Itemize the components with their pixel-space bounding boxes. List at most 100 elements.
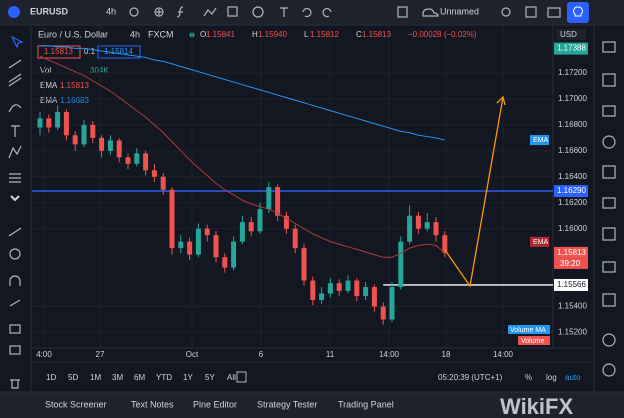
ema-value: 1.16683 — [60, 96, 89, 105]
panel-tab[interactable]: Text Notes — [131, 399, 174, 409]
candle-body — [380, 306, 386, 320]
price-tick-label: 1.16600 — [558, 146, 587, 155]
candle-body — [204, 228, 210, 236]
candle-body — [415, 215, 421, 229]
candle-body — [169, 189, 175, 249]
buy-box[interactable] — [97, 45, 141, 59]
time-label: 4:00 — [36, 350, 52, 359]
countdown: 39:20 — [560, 259, 581, 268]
candle-body — [301, 248, 307, 281]
currency[interactable]: USD — [560, 30, 577, 39]
percent-toggle[interactable]: % — [525, 373, 532, 382]
candle-body — [63, 111, 69, 136]
ohlc-key: C — [356, 30, 362, 39]
left-toolbar — [0, 26, 31, 392]
sell-box[interactable] — [37, 45, 81, 59]
candle-body — [345, 280, 351, 291]
candle-body — [407, 215, 413, 242]
interval[interactable]: 4h — [106, 6, 116, 16]
price-tag-label: 1.15813 — [557, 248, 586, 257]
panel-tab[interactable]: Strategy Tester — [257, 399, 317, 409]
price-tick-label: 1.15400 — [558, 302, 587, 311]
candle-body — [266, 187, 272, 210]
candle-body — [143, 153, 149, 171]
time-label: 11 — [326, 350, 335, 359]
volume-tag — [518, 336, 550, 345]
ema-tag — [530, 236, 549, 247]
candle-body — [336, 283, 342, 291]
widget-icons[interactable] — [602, 41, 616, 377]
right-toolbar — [594, 26, 624, 392]
time-label: 14:00 — [379, 350, 400, 359]
spread: 0.1 — [84, 47, 96, 56]
idea-button[interactable] — [567, 2, 589, 23]
price-tick-label: 1.17200 — [558, 68, 587, 77]
range-button[interactable]: 3M — [112, 373, 123, 382]
ema-tag — [530, 135, 549, 146]
time-label: 27 — [96, 350, 105, 359]
panel-tab[interactable]: Trading Panel — [338, 399, 394, 409]
range-button[interactable]: 6M — [134, 373, 145, 382]
sell-price[interactable]: 1.15813 — [44, 47, 73, 56]
drawing-tools[interactable] — [8, 35, 24, 389]
symbol[interactable]: EURUSD — [30, 6, 69, 16]
ohlc-key: H — [252, 30, 258, 39]
candle-body — [222, 257, 228, 268]
candle-body — [310, 280, 316, 301]
candle-body — [99, 137, 105, 151]
volume-ma-tag — [508, 325, 550, 334]
candle-body — [283, 215, 289, 229]
buy-price[interactable]: 1.15814 — [104, 47, 133, 56]
candle-body — [354, 280, 360, 297]
ohlc-value: 1.15812 — [310, 30, 339, 39]
price-tick-label: 1.16000 — [558, 224, 587, 233]
range-button[interactable]: 5D — [68, 373, 78, 382]
candle-body — [37, 118, 43, 128]
ohlc-value: 1.15813 — [362, 30, 391, 39]
panel-tab[interactable]: Pine Editor — [193, 399, 237, 409]
candle-body — [424, 222, 430, 229]
time-label: Oct — [186, 350, 199, 359]
price-tag-label: 1.16290 — [557, 186, 586, 195]
range-button[interactable]: YTD — [156, 373, 172, 382]
time-label: 6 — [259, 350, 264, 359]
candle-body — [327, 283, 333, 294]
arrow-drawing[interactable] — [444, 96, 504, 288]
ohlc-key: O — [200, 30, 206, 39]
candle-body — [319, 293, 325, 301]
candle-body — [213, 235, 219, 258]
ema-label: EMA — [40, 81, 58, 90]
ema-tag-label: EMA — [533, 239, 549, 246]
currency-box[interactable] — [556, 29, 586, 40]
range-button[interactable]: 1M — [90, 373, 101, 382]
candle-body — [231, 241, 237, 268]
range-button[interactable]: 5Y — [205, 373, 215, 382]
price-tag — [554, 185, 588, 198]
candle-body — [257, 209, 263, 232]
ema-line — [39, 55, 446, 258]
avatar[interactable] — [8, 6, 20, 18]
time-label: 14:00 — [493, 350, 514, 359]
top-toolbar — [0, 0, 624, 25]
ohlc-value: 1.15940 — [258, 30, 287, 39]
candle-body — [160, 176, 166, 190]
toolbar-icons[interactable] — [129, 6, 561, 18]
log-toggle[interactable]: log — [546, 373, 557, 382]
candle-body — [90, 124, 96, 138]
range-button[interactable]: 1Y — [183, 373, 193, 382]
panel-tab[interactable]: Stock Screener — [45, 399, 107, 409]
range-button[interactable]: 1D — [46, 373, 56, 382]
layout-name[interactable]: Unnamed — [440, 6, 479, 16]
candle-body — [151, 170, 157, 177]
price-tag-label: 1.17388 — [557, 44, 586, 53]
auto-toggle[interactable]: auto — [565, 373, 581, 382]
watermark: WikiFX — [500, 394, 573, 418]
candle-body — [442, 235, 448, 253]
candle-body — [248, 222, 254, 232]
arrow-head — [496, 95, 506, 106]
range-button[interactable]: All — [227, 373, 236, 382]
candle-body — [433, 222, 439, 236]
date-range-icon[interactable] — [236, 371, 247, 383]
time-label: 18 — [442, 350, 451, 359]
